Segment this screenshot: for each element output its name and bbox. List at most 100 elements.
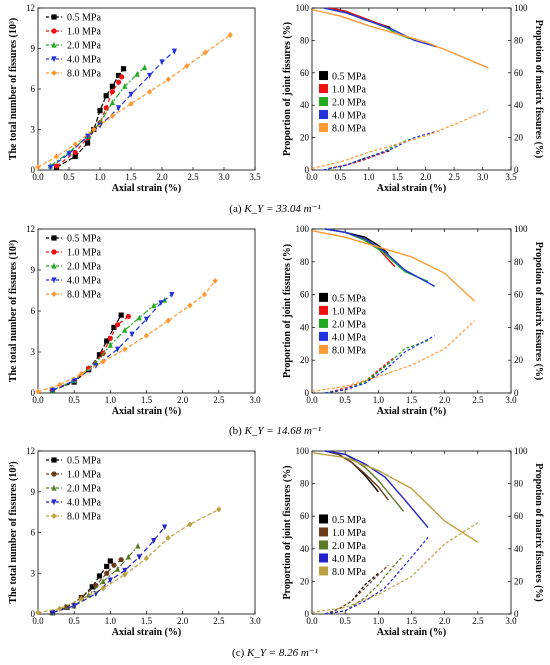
x-tick-label: 2.5 — [187, 172, 199, 182]
y-tick-label: 12 — [26, 446, 35, 456]
legend-label: 1.0 MPa — [67, 470, 101, 481]
legend-label: 4.0 MPa — [332, 111, 366, 122]
x-tick-label: 0.5 — [63, 172, 75, 182]
y-tick-label: 0 — [305, 165, 310, 175]
legend-label: 8.0 MPa — [332, 567, 366, 578]
x-tick-label: 1.5 — [141, 616, 153, 626]
joint-series-line — [325, 228, 436, 288]
matrix-series-line — [323, 130, 438, 171]
data-point — [72, 153, 78, 160]
y-tick-label: 100 — [296, 446, 310, 456]
y-tick-label: 0 — [31, 388, 36, 398]
data-point — [72, 141, 78, 148]
legend-label: 0.5 MPa — [332, 72, 366, 83]
data-point — [129, 331, 135, 338]
legend-marker — [51, 70, 57, 76]
legend-label: 1.0 MPa — [67, 27, 101, 38]
x-tick-label: 1.0 — [105, 616, 117, 626]
legend-swatch — [319, 292, 328, 302]
data-point — [47, 164, 53, 171]
data-point — [116, 105, 122, 112]
legend-swatch — [319, 318, 328, 328]
data-point — [103, 105, 109, 111]
legend-label: 2.0 MPa — [332, 541, 366, 552]
legend-label: 8.0 MPa — [67, 290, 101, 301]
y-tick-label: 60 — [300, 68, 310, 78]
data-point — [109, 83, 115, 89]
data-point — [142, 64, 148, 70]
legend-label: 0.5 MPa — [67, 13, 101, 24]
y2-tick-label: 20 — [514, 576, 524, 586]
y2-tick-label: 80 — [514, 35, 524, 45]
y2-tick-label: 40 — [514, 322, 524, 332]
y2-tick-label: 0 — [514, 165, 519, 175]
legend-label: 0.5 MPa — [332, 293, 366, 304]
matrix-series-line — [328, 149, 389, 169]
y2-tick-label: 100 — [514, 3, 528, 13]
data-point — [134, 70, 140, 77]
y-tick-label: 100 — [296, 224, 310, 234]
legend-label: 4.0 MPa — [332, 554, 366, 565]
data-point — [122, 567, 128, 574]
legend-marker — [51, 277, 57, 284]
data-point — [104, 338, 110, 344]
legend-label: 2.0 MPa — [332, 319, 366, 330]
legend-label: 1.0 MPa — [332, 306, 366, 317]
legend-label: 8.0 MPa — [67, 512, 101, 523]
data-point — [136, 554, 142, 561]
legend-label: 4.0 MPa — [332, 332, 366, 343]
y-tick-label: 3 — [31, 347, 36, 357]
y2-tick-label: 60 — [514, 68, 524, 78]
y2-tick-label: 40 — [514, 100, 524, 110]
x-tick-label: 3.0 — [477, 172, 489, 182]
data-point — [109, 99, 115, 106]
y-axis-label: The total number of fissures (10³) — [8, 18, 19, 160]
data-point — [89, 584, 95, 590]
x-tick-label: 2.5 — [472, 616, 484, 626]
chart-fissure-count-1: 0.0 0.5 1.0 1.5 2.0 2.5 3.0 3.5 0 3 6 9 12 Axial stra… — [8, 3, 261, 194]
x-tick-label: 0.5 — [340, 395, 352, 405]
legend-marker — [51, 499, 57, 506]
data-point — [161, 524, 168, 531]
data-point — [85, 140, 91, 146]
data-point — [125, 553, 132, 560]
data-point — [72, 149, 78, 156]
x-axis-label: Axial strain (%) — [112, 183, 181, 194]
y2-tick-label: 20 — [514, 355, 524, 365]
legend-swatch — [319, 344, 328, 354]
data-point — [104, 563, 110, 570]
data-point — [122, 571, 128, 578]
x-axis-label: Axial strain (%) — [377, 183, 446, 194]
x-axis-label: Axial strain (%) — [377, 406, 446, 417]
x-axis-label: Axial strain (%) — [377, 627, 446, 638]
joint-series-line — [325, 450, 405, 512]
data-point — [49, 610, 56, 616]
x-tick-label: 2.0 — [439, 616, 451, 626]
y-tick-label: 0 — [305, 388, 310, 398]
y-axis-label: The total number of fissures (10³) — [8, 461, 19, 603]
y2-tick-label: 100 — [514, 224, 528, 234]
x-tick-label: 3.0 — [505, 616, 517, 626]
series-line — [37, 34, 231, 168]
x-tick-label: 2.0 — [439, 395, 451, 405]
legend-label: 0.5 MPa — [332, 515, 366, 526]
data-point — [158, 300, 164, 306]
panel-caption: (b) K_Y = 14.68 m⁻¹ — [229, 425, 321, 437]
x-axis-label: Axial strain (%) — [112, 406, 181, 417]
legend-label: 0.5 MPa — [67, 456, 101, 467]
x-tick-label: 1.5 — [406, 616, 418, 626]
matrix-series-line — [325, 564, 389, 615]
y-tick-label: 80 — [300, 479, 310, 489]
x-tick-label: 0.5 — [69, 395, 81, 405]
series-line — [52, 294, 173, 391]
legend-swatch — [319, 566, 328, 576]
x-tick-label: 1.0 — [94, 172, 106, 182]
series-line — [52, 314, 122, 391]
legend-marker — [51, 471, 57, 477]
data-point — [201, 291, 207, 298]
legend-label: 2.0 MPa — [67, 484, 101, 495]
x-tick-label: 1.0 — [105, 395, 117, 405]
series-line — [52, 545, 139, 614]
data-point — [165, 76, 171, 83]
data-point — [202, 49, 208, 56]
